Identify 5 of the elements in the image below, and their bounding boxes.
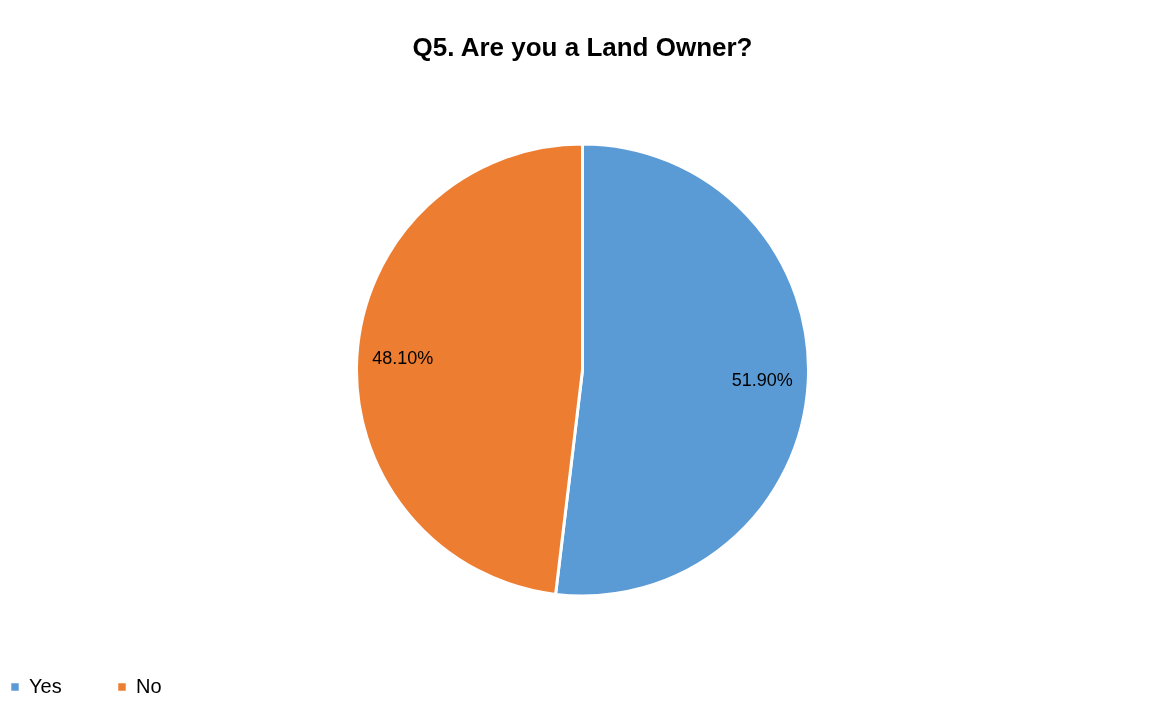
data-label: 51.90% (731, 369, 793, 390)
legend-label: Yes (29, 675, 62, 697)
data-label: 48.10% (372, 348, 434, 369)
legend-label: No (136, 675, 162, 697)
chart-title: Q5. Are you a Land Owner? (412, 32, 753, 62)
